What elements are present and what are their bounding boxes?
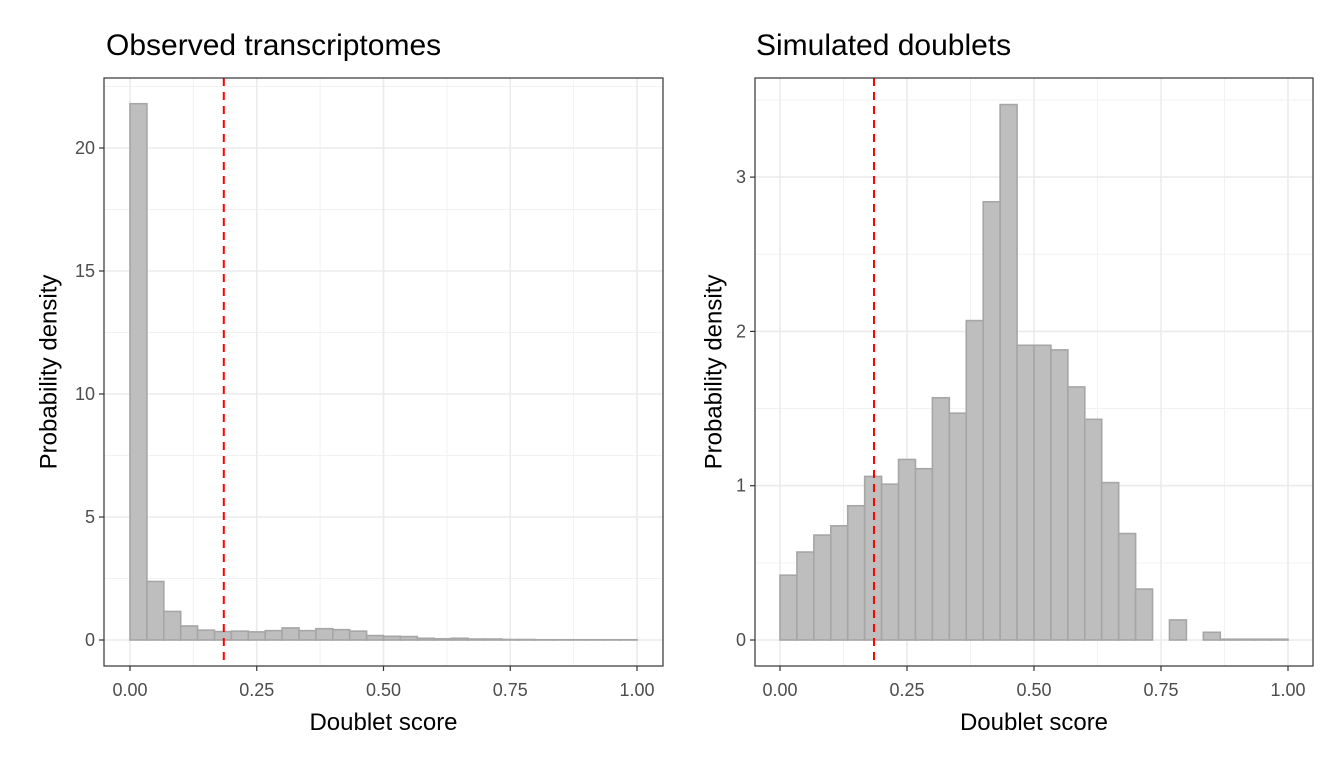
x-tick-label: 0.75 (493, 680, 528, 700)
histogram-bar (1017, 345, 1034, 640)
histogram-bar (966, 321, 983, 640)
x-tick-label: 0.00 (762, 680, 797, 700)
histogram-bar (882, 484, 899, 640)
histogram-bar (797, 552, 814, 640)
histogram-bar (265, 631, 282, 640)
histogram-bar (282, 628, 299, 640)
histogram-bar (1254, 639, 1271, 640)
histogram-bar (1169, 620, 1186, 640)
chart-title: Observed transcriptomes (106, 29, 441, 62)
x-tick-label: 0.00 (112, 680, 147, 700)
histogram-bar (198, 630, 215, 640)
y-axis-label: Probability density (35, 275, 62, 470)
histogram-bar (932, 398, 949, 640)
histogram-bar (899, 459, 916, 640)
histogram-bar (1119, 534, 1136, 640)
x-tick-label: 0.50 (1016, 680, 1051, 700)
histogram-bar (316, 629, 333, 640)
y-tick-label: 0 (736, 630, 746, 650)
histogram-bar (915, 469, 932, 640)
histogram-bar (147, 581, 164, 640)
histogram-bar (181, 626, 198, 640)
y-tick-label: 5 (85, 507, 95, 527)
y-tick-label: 0 (85, 630, 95, 650)
panel-1: 0.00 0.25 0.50 0.75 1.00 0 5 10 15 20 Observed tra… (35, 29, 663, 736)
histogram-bar (130, 104, 147, 640)
histogram-bar (780, 575, 797, 640)
histogram-bar (1237, 639, 1254, 640)
histogram-bar (983, 202, 1000, 640)
histogram-bar (299, 631, 316, 640)
histogram-bar (248, 632, 265, 640)
histogram-bar (949, 413, 966, 640)
x-tick-label: 1.00 (619, 680, 654, 700)
y-tick-label: 2 (736, 321, 746, 341)
y-tick-label: 3 (736, 167, 746, 187)
x-tick-label: 0.25 (239, 680, 274, 700)
histogram-bar (333, 630, 350, 640)
histogram-bar (831, 526, 848, 640)
histogram-bar (1034, 345, 1051, 640)
histogram-bar (1000, 105, 1017, 640)
histogram-bar (451, 638, 468, 640)
histogram-bar (164, 611, 181, 640)
histogram-bar (367, 636, 384, 640)
histogram-bar (417, 638, 434, 640)
y-tick-label: 1 (736, 476, 746, 496)
histogram-bar (1203, 632, 1220, 640)
panel-2: 0.00 0.25 0.50 0.75 1.00 0 1 2 3 Simulated double… (700, 29, 1313, 736)
histogram-bar (848, 506, 865, 640)
y-tick-label: 15 (75, 261, 95, 281)
x-tick-label: 0.50 (366, 680, 401, 700)
y-tick-label: 10 (75, 384, 95, 404)
histogram-bar (350, 631, 367, 640)
x-axis-label: Doublet score (309, 709, 457, 736)
histogram-bar (1085, 419, 1102, 640)
histogram-bar (400, 637, 417, 640)
y-tick-label: 20 (75, 138, 95, 158)
histogram-bar (384, 636, 401, 640)
histogram-bar (1220, 639, 1237, 640)
y-axis-label: Probability density (700, 275, 727, 470)
histogram-bar (231, 631, 248, 640)
histogram-bar (1136, 589, 1153, 640)
x-tick-label: 0.75 (1143, 680, 1178, 700)
x-tick-label: 0.25 (889, 680, 924, 700)
histogram-bar (468, 639, 485, 640)
chart-title: Simulated doublets (756, 29, 1011, 62)
histogram-bar (1051, 350, 1068, 640)
histogram-bar (434, 639, 451, 640)
histogram-bar (814, 535, 831, 640)
histogram-bar (485, 639, 502, 640)
histogram-bar (1068, 387, 1085, 640)
histogram-bar (1102, 483, 1119, 640)
histogram-bar (1271, 639, 1288, 640)
x-tick-label: 1.00 (1270, 680, 1305, 700)
x-axis-label: Doublet score (960, 709, 1108, 736)
